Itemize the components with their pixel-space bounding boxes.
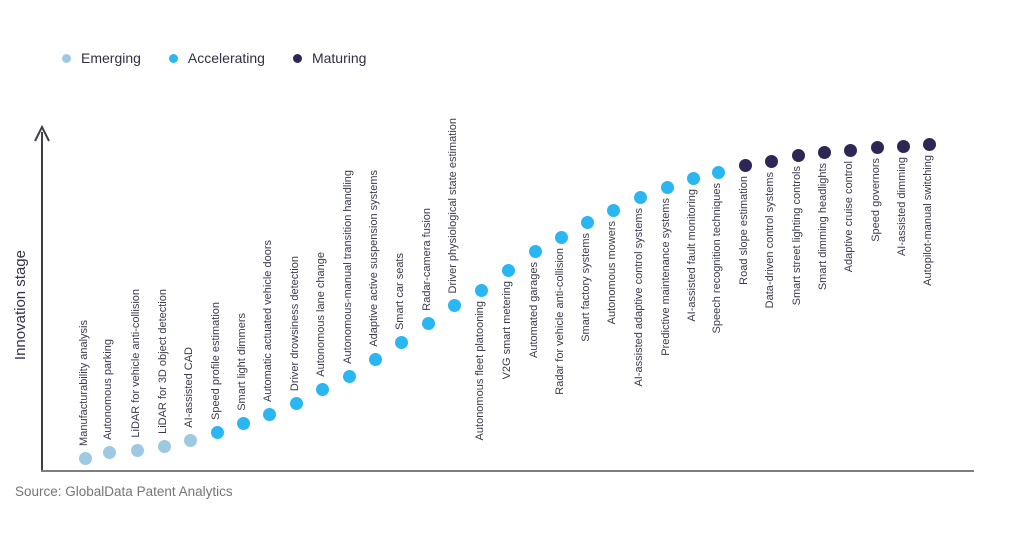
point-label: LiDAR for 3D object detection (157, 289, 169, 434)
point-label: Smart dimming headlights (817, 163, 829, 291)
data-point (660, 180, 674, 194)
point-label: AI-assisted CAD (183, 347, 195, 428)
data-point (870, 140, 884, 154)
point-label: V2G smart metering (501, 281, 513, 380)
point-label: Automated garages (528, 262, 540, 359)
legend-item-emerging: Emerging (62, 50, 141, 66)
legend-label-maturing: Maturing (311, 50, 367, 66)
point-label: AI-assisted fault monitoring (686, 189, 698, 322)
point-label: Speed profile estimation (210, 301, 222, 420)
y-axis-arrow-icon (34, 125, 50, 142)
data-point (236, 416, 250, 430)
legend-dot-emerging (62, 53, 71, 63)
data-point (686, 171, 700, 185)
data-point (102, 445, 116, 459)
data-point (580, 215, 594, 229)
data-point (764, 154, 778, 168)
point-label: Manufacturability analysis (78, 320, 90, 446)
point-label: Smart street lighting controls (791, 166, 803, 306)
legend-dot-maturing (292, 53, 302, 63)
point-label: LiDAR for vehicle anti-collision (130, 289, 142, 438)
point-label: Autonomous mowers (606, 221, 618, 325)
data-point (421, 316, 435, 330)
point-label: Driver physiological state estimation (447, 117, 459, 293)
data-point (210, 425, 224, 439)
data-point (447, 298, 461, 312)
data-point (289, 396, 303, 410)
point-label: Speech recognition techniques (711, 183, 723, 334)
data-point (922, 137, 936, 151)
data-point (896, 139, 910, 153)
data-point (394, 335, 408, 349)
data-point (633, 190, 647, 204)
point-label: Automatic actuated vehicle doors (262, 239, 274, 402)
point-label: Smart car seats (394, 252, 406, 330)
data-point (474, 283, 488, 297)
point-label: Autonomous lane change (315, 252, 327, 377)
x-axis-line (41, 470, 974, 472)
data-point (368, 352, 382, 366)
data-point (791, 148, 805, 162)
legend-label-accelerating: Accelerating (187, 50, 265, 66)
point-label: Predictive maintenance systems (660, 198, 672, 356)
data-point (817, 145, 831, 159)
source-note: Source: GlobalData Patent Analytics (15, 484, 233, 499)
point-label: Driver drowsiness detection (289, 255, 301, 391)
legend: Emerging Accelerating Maturing (62, 50, 366, 66)
data-point (262, 407, 276, 421)
point-label: Autonomous fleet platooning (474, 301, 486, 441)
point-label: Autonomous parking (102, 339, 114, 440)
point-label: Radar for vehicle anti-collision (554, 248, 566, 395)
data-point (78, 451, 92, 465)
point-label: Autopilot-manual switching (922, 155, 934, 286)
point-label: Data-driven control systems (764, 172, 776, 309)
point-label: Adaptive active suspension systems (368, 170, 380, 347)
point-label: Smart light dimmers (236, 313, 248, 411)
point-label: Autonomous-manual transition handling (342, 170, 354, 364)
data-point (711, 165, 725, 179)
data-point (315, 382, 329, 396)
data-point (130, 443, 144, 457)
point-label: AI-assisted dimming (896, 157, 908, 257)
point-label: Smart factory systems (580, 233, 592, 342)
point-label: Road slope estimation (738, 176, 750, 285)
data-point (738, 158, 752, 172)
point-label: Speed governors (870, 158, 882, 242)
data-point (183, 433, 197, 447)
data-point (843, 143, 857, 157)
point-label: AI-assisted adaptive control systems (633, 208, 645, 387)
data-point (501, 263, 515, 277)
legend-label-emerging: Emerging (81, 50, 141, 66)
data-point (157, 439, 171, 453)
data-point (554, 230, 568, 244)
y-axis-line (41, 132, 43, 472)
data-point (606, 203, 620, 217)
point-label: Radar-camera fusion (421, 208, 433, 311)
legend-item-accelerating: Accelerating (168, 50, 265, 66)
data-point (528, 244, 542, 258)
legend-dot-accelerating (168, 53, 178, 63)
point-label: Adaptive cruise control (843, 161, 855, 273)
legend-item-maturing: Maturing (292, 50, 367, 66)
data-point (342, 369, 356, 383)
